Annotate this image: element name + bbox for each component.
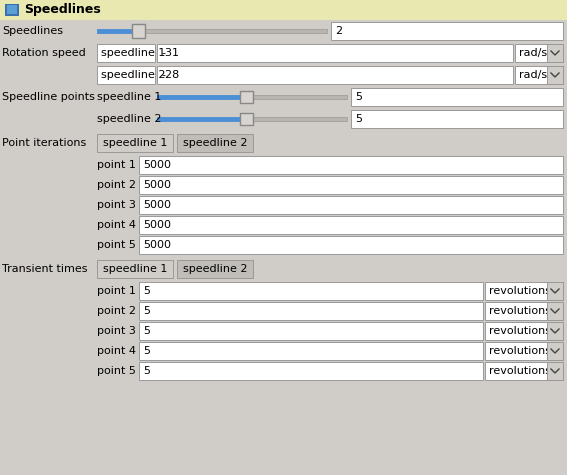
Text: revolutions: revolutions xyxy=(489,326,551,336)
Text: 5000: 5000 xyxy=(143,180,171,190)
Text: point 4: point 4 xyxy=(97,220,136,230)
Bar xyxy=(139,236,563,254)
Bar xyxy=(5,4,19,16)
Text: 5000: 5000 xyxy=(143,240,171,250)
Text: 5000: 5000 xyxy=(143,160,171,170)
Bar xyxy=(133,24,145,38)
Text: -28: -28 xyxy=(161,70,179,80)
Bar xyxy=(157,95,246,99)
Text: point 5: point 5 xyxy=(97,240,136,250)
Bar xyxy=(139,302,483,320)
Bar xyxy=(485,282,563,300)
Bar xyxy=(157,66,513,84)
Text: point 2: point 2 xyxy=(97,180,136,190)
Bar xyxy=(139,196,563,214)
Text: Speedlines: Speedlines xyxy=(24,3,101,17)
Bar xyxy=(7,5,17,14)
Text: point 5: point 5 xyxy=(97,366,136,376)
Text: speedline 2: speedline 2 xyxy=(97,114,162,124)
Text: point 1: point 1 xyxy=(97,286,136,296)
Bar xyxy=(139,322,483,340)
Text: speedline 1: speedline 1 xyxy=(103,264,167,274)
Bar xyxy=(547,302,563,320)
Bar xyxy=(139,216,563,234)
Text: revolutions: revolutions xyxy=(489,286,551,296)
Bar xyxy=(547,322,563,340)
Bar xyxy=(547,66,563,84)
Text: point 3: point 3 xyxy=(97,200,136,210)
Bar xyxy=(157,117,347,121)
Text: Rotation speed: Rotation speed xyxy=(2,48,86,58)
Text: speedline 1: speedline 1 xyxy=(103,138,167,148)
Bar xyxy=(139,342,483,360)
Text: speedline 2: speedline 2 xyxy=(183,138,247,148)
Text: 5: 5 xyxy=(143,286,150,296)
Text: speedline 1: speedline 1 xyxy=(97,92,162,102)
Bar xyxy=(0,0,567,20)
Text: 5: 5 xyxy=(355,92,362,102)
Bar xyxy=(177,260,253,278)
Text: Speedlines: Speedlines xyxy=(2,26,63,36)
Bar xyxy=(157,44,513,62)
Bar xyxy=(547,362,563,380)
Bar xyxy=(485,362,563,380)
Text: point 4: point 4 xyxy=(97,346,136,356)
Bar xyxy=(139,362,483,380)
Bar xyxy=(547,44,563,62)
Bar xyxy=(485,322,563,340)
Text: 5000: 5000 xyxy=(143,200,171,210)
Text: speedline 2: speedline 2 xyxy=(183,264,247,274)
Text: 5: 5 xyxy=(143,306,150,316)
Bar xyxy=(515,44,563,62)
Text: speedline 1: speedline 1 xyxy=(101,48,166,58)
Bar xyxy=(97,66,155,84)
Text: revolutions: revolutions xyxy=(489,306,551,316)
Bar xyxy=(139,176,563,194)
Bar xyxy=(97,260,173,278)
Bar xyxy=(351,110,563,128)
Bar xyxy=(97,44,155,62)
Bar xyxy=(485,302,563,320)
Text: 5: 5 xyxy=(355,114,362,124)
Bar xyxy=(485,342,563,360)
Text: point 3: point 3 xyxy=(97,326,136,336)
Bar xyxy=(177,134,253,152)
Text: Point iterations: Point iterations xyxy=(2,138,86,148)
Bar xyxy=(97,29,327,33)
Bar xyxy=(331,22,563,40)
Text: revolutions: revolutions xyxy=(489,366,551,376)
Bar xyxy=(157,117,246,121)
Text: 5000: 5000 xyxy=(143,220,171,230)
Text: 5: 5 xyxy=(143,346,150,356)
Text: revolutions: revolutions xyxy=(489,346,551,356)
Bar xyxy=(139,282,483,300)
Bar xyxy=(240,113,253,125)
Text: 5: 5 xyxy=(143,366,150,376)
Bar xyxy=(157,95,347,99)
Bar xyxy=(240,91,253,103)
Text: rad/s: rad/s xyxy=(519,48,547,58)
Text: point 1: point 1 xyxy=(97,160,136,170)
Text: speedline 2: speedline 2 xyxy=(101,70,166,80)
Text: 5: 5 xyxy=(143,326,150,336)
Text: Transient times: Transient times xyxy=(2,264,87,274)
Text: 2: 2 xyxy=(335,26,342,36)
Bar xyxy=(351,88,563,106)
Bar xyxy=(97,29,138,33)
Bar xyxy=(139,156,563,174)
Bar xyxy=(97,134,173,152)
Bar xyxy=(547,342,563,360)
Text: point 2: point 2 xyxy=(97,306,136,316)
Bar xyxy=(547,282,563,300)
Bar xyxy=(515,66,563,84)
Text: rad/s: rad/s xyxy=(519,70,547,80)
Text: -31: -31 xyxy=(161,48,179,58)
Text: Speedline points: Speedline points xyxy=(2,92,95,102)
